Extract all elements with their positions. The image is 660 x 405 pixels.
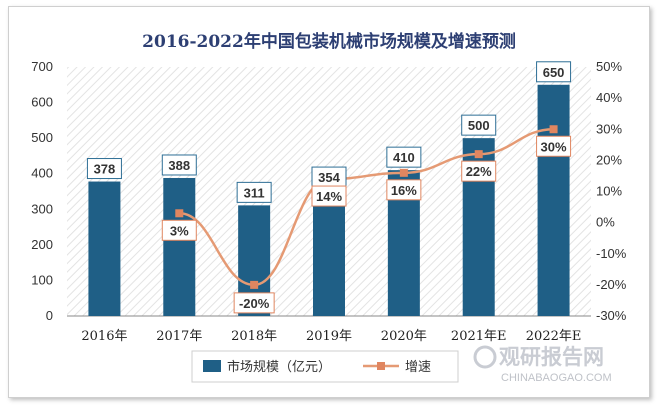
rate-value-label: 30% xyxy=(541,139,567,154)
rate-value-label: 14% xyxy=(316,189,342,204)
bar-value-label: 410 xyxy=(393,150,415,165)
y2-tick-label: 50% xyxy=(596,59,622,74)
rate-marker xyxy=(474,150,483,159)
rate-marker xyxy=(399,168,408,177)
y2-tick-label: 30% xyxy=(596,121,622,136)
rate-value-label: 16% xyxy=(391,183,417,198)
bar-value-label: 354 xyxy=(318,170,340,185)
y-tick-label: 0 xyxy=(46,308,53,323)
rate-value-box xyxy=(161,219,197,241)
data-labels: 378 388 311 354 410 500 650 3% -20% 14% 16% 22% 30% xyxy=(86,61,572,314)
bar xyxy=(537,84,570,317)
rate-value-label: 3% xyxy=(170,223,189,238)
bar-value-box xyxy=(86,158,122,180)
y-tick-label: 700 xyxy=(31,59,53,74)
watermark-logo xyxy=(473,345,497,369)
y2-axis: -30% -20% -10% 0% 10% 20% 30% 40% 50% xyxy=(596,59,627,323)
y-tick-label: 200 xyxy=(31,237,53,252)
bar-value-box xyxy=(161,154,197,176)
legend: 市场规模（亿元） 增速 xyxy=(191,350,459,383)
x-tick-label: 2022年E xyxy=(526,329,582,344)
rate-marker xyxy=(549,125,558,134)
rate-value-label: -20% xyxy=(239,296,270,311)
bar-value-label: 650 xyxy=(543,65,565,80)
bar-value-label: 378 xyxy=(94,162,116,177)
y-tick-label: 600 xyxy=(31,95,53,110)
x-tick-label: 2020年 xyxy=(381,329,427,344)
bar-value-box xyxy=(461,114,497,136)
legend-bar-label: 市场规模（亿元） xyxy=(227,359,331,375)
chart-svg: 0 100 200 300 400 500 600 700 -30% -20% -10% 0% 10%… xyxy=(31,59,627,384)
x-tick-label: 2021年E xyxy=(451,329,507,344)
legend-line-marker xyxy=(377,362,385,370)
y-tick-label: 300 xyxy=(31,201,53,216)
chart-title: 2016-2022年中国包装机械市场规模及增速预测 xyxy=(142,32,516,52)
y2-tick-label: 10% xyxy=(596,184,622,199)
x-tick-label: 2019年 xyxy=(306,329,352,344)
bar-value-label: 311 xyxy=(244,185,265,200)
bar-value-box xyxy=(386,146,422,168)
rate-value-label: 22% xyxy=(466,164,492,179)
legend-box xyxy=(191,350,459,383)
rate-value-box xyxy=(536,135,572,157)
watermark-en: CHINABAOGAO.COM xyxy=(501,372,612,384)
watermark-cn: 观研报告网 xyxy=(499,345,604,369)
y2-tick-label: 0% xyxy=(596,215,615,230)
chart-frame: 2016-2022年中国包装机械市场规模及增速预测 0 100 200 300 400 5… xyxy=(8,6,650,398)
bar xyxy=(313,190,345,316)
rate-value-box xyxy=(311,185,347,207)
x-tick-label: 2018年 xyxy=(231,329,277,344)
y-tick-label: 500 xyxy=(31,130,53,145)
bar xyxy=(163,177,196,316)
y2-tick-label: 40% xyxy=(596,90,622,105)
bar-value-label: 388 xyxy=(168,158,190,173)
bar-value-label: 500 xyxy=(468,118,490,133)
rate-value-box xyxy=(233,292,275,314)
y-tick-label: 400 xyxy=(31,166,53,181)
x-axis: 2016年 2017年 2018年 2019年 2020年 2021年E 2022年E xyxy=(67,315,591,344)
y2-tick-label: -10% xyxy=(596,246,627,261)
x-tick-label: 2016年 xyxy=(81,329,127,344)
rate-value-box xyxy=(386,179,422,201)
y2-tick-label: 20% xyxy=(596,152,622,167)
legend-line-label: 增速 xyxy=(405,360,431,375)
bar-value-box xyxy=(536,61,572,83)
y2-tick-label: -30% xyxy=(596,308,627,323)
y2-tick-label: -20% xyxy=(596,277,627,292)
bar-value-box xyxy=(236,181,272,203)
watermark: 观研报告网 CHINABAOGAO.COM xyxy=(473,345,612,384)
y-axis: 0 100 200 300 400 500 600 700 xyxy=(31,59,53,323)
rate-value-box xyxy=(461,160,497,182)
bar xyxy=(88,181,121,316)
legend-bar-swatch xyxy=(203,360,221,372)
x-tick-label: 2017年 xyxy=(156,329,202,344)
rate-marker xyxy=(250,280,259,289)
rate-marker xyxy=(175,209,184,218)
y-tick-label: 100 xyxy=(31,272,53,287)
